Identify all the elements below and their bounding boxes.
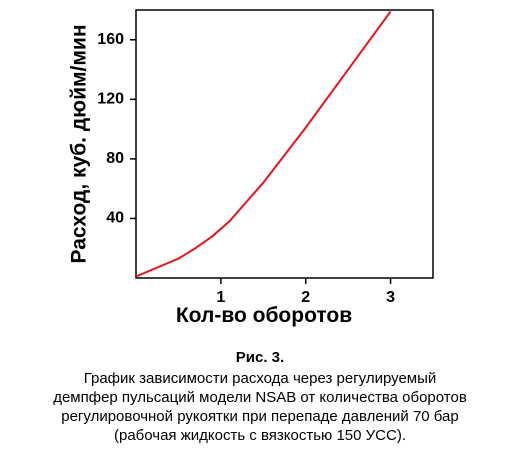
- x-tick-label: 1: [216, 289, 225, 306]
- y-tick-label: 80: [106, 150, 124, 167]
- x-tick-label: 3: [386, 289, 395, 306]
- caption-line: демпфер пульсаций модели NSAB от количес…: [53, 389, 467, 406]
- y-tick-label: 40: [106, 210, 124, 227]
- data-line: [135, 10, 392, 278]
- caption-line: (рабочая жидкость с вязкостью 150 УСС).: [114, 427, 406, 444]
- plot-frame: [135, 9, 434, 279]
- x-tick-label: 2: [301, 289, 310, 306]
- x-axis-label: Кол-во оборотов: [176, 304, 352, 327]
- y-axis-label: Расход, куб. дюйм/мин: [68, 24, 91, 263]
- y-tick-label: 160: [97, 31, 124, 48]
- caption-title: Рис. 3.: [236, 349, 284, 366]
- caption-line: регулировочной рукоятки при перепаде дав…: [61, 408, 459, 425]
- caption-line: График зависимости расхода через регулир…: [84, 370, 437, 387]
- y-tick-label: 120: [97, 91, 124, 108]
